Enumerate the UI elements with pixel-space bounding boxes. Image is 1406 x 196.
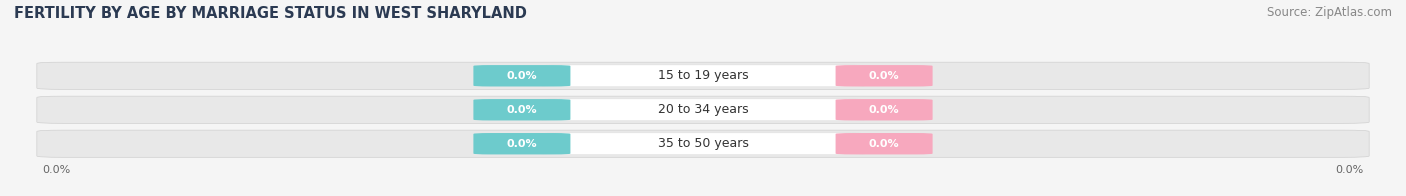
FancyBboxPatch shape: [835, 99, 932, 121]
FancyBboxPatch shape: [37, 130, 1369, 157]
Text: 0.0%: 0.0%: [869, 71, 900, 81]
Text: 0.0%: 0.0%: [506, 105, 537, 115]
Text: 35 to 50 years: 35 to 50 years: [658, 137, 748, 150]
FancyBboxPatch shape: [474, 133, 571, 154]
FancyBboxPatch shape: [541, 133, 865, 155]
Text: 0.0%: 0.0%: [869, 139, 900, 149]
FancyBboxPatch shape: [541, 65, 865, 87]
Text: 20 to 34 years: 20 to 34 years: [658, 103, 748, 116]
FancyBboxPatch shape: [37, 62, 1369, 89]
Text: Source: ZipAtlas.com: Source: ZipAtlas.com: [1267, 6, 1392, 19]
Text: FERTILITY BY AGE BY MARRIAGE STATUS IN WEST SHARYLAND: FERTILITY BY AGE BY MARRIAGE STATUS IN W…: [14, 6, 527, 21]
FancyBboxPatch shape: [474, 99, 571, 121]
FancyBboxPatch shape: [835, 133, 932, 154]
FancyBboxPatch shape: [541, 99, 865, 121]
FancyBboxPatch shape: [835, 65, 932, 86]
Text: 0.0%: 0.0%: [869, 105, 900, 115]
Text: 15 to 19 years: 15 to 19 years: [658, 69, 748, 82]
FancyBboxPatch shape: [474, 65, 571, 86]
FancyBboxPatch shape: [37, 96, 1369, 123]
Text: 0.0%: 0.0%: [506, 139, 537, 149]
Text: 0.0%: 0.0%: [506, 71, 537, 81]
